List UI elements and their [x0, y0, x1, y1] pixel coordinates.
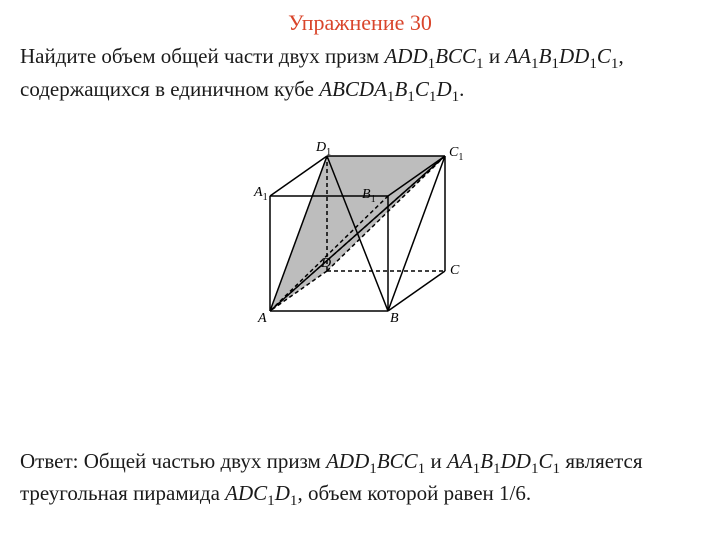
title-text: Упражнение 30	[288, 10, 432, 35]
label-A1: A1	[254, 185, 268, 203]
label-B1: B1	[362, 187, 376, 205]
problem-text: Найдите объем общей части двух призм ADD…	[20, 44, 624, 101]
answer-text: Ответ: Общей частью двух призм ADD1BCC1 …	[20, 449, 643, 506]
cube-figure: A B C D A1 B1 C1 D1	[250, 141, 470, 331]
label-D: D	[321, 256, 331, 272]
label-D1: D1	[316, 140, 331, 158]
label-A: A	[258, 311, 267, 327]
label-C1: C1	[449, 145, 463, 163]
label-C: C	[450, 263, 459, 279]
cube-svg	[250, 141, 470, 331]
problem-statement: Найдите объем общей части двух призм ADD…	[0, 36, 720, 107]
exercise-title: Упражнение 30	[0, 0, 720, 36]
answer-block: Ответ: Общей частью двух призм ADD1BCC1 …	[20, 447, 700, 512]
figure-container: A B C D A1 B1 C1 D1	[0, 107, 720, 331]
label-B: B	[390, 311, 399, 327]
